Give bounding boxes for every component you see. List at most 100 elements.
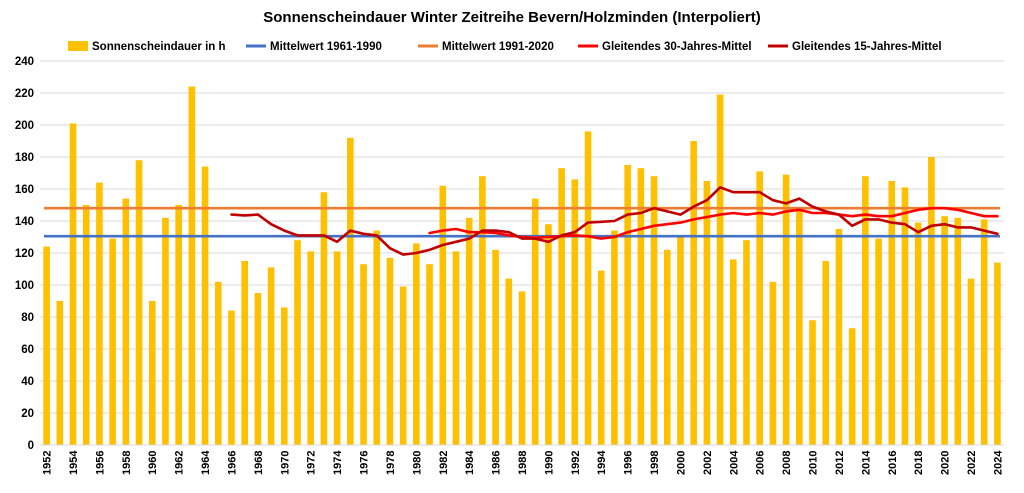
bar-1953 [56,301,64,445]
bar-1986 [492,249,499,445]
bar-2010 [809,320,816,445]
x-tick-label-2000: 2000 [675,451,687,475]
legend-swatch-bars [68,41,88,51]
y-tick-label-120: 120 [15,248,34,260]
bar-1983 [452,251,460,445]
x-tick-label-1998: 1998 [649,451,661,475]
bar-1989 [531,198,539,445]
bar-1959 [135,160,143,445]
x-tick-label-1954: 1954 [68,450,80,475]
y-tick-label-140: 140 [15,216,34,228]
bar-1955 [82,205,90,445]
bar-1962 [175,205,182,445]
x-tick-label-1966: 1966 [226,451,238,475]
x-tick-label-2018: 2018 [913,451,925,475]
bar-1980 [413,243,420,445]
bar-1960 [148,301,156,445]
bar-2016 [888,181,896,445]
bar-1952 [43,246,50,445]
legend-label-3: Mittelwert 1991-2020 [442,41,554,53]
bar-1976 [360,264,367,445]
bar-1991 [558,168,565,445]
legend-label-2: Mittelwert 1961-1990 [270,41,382,53]
bar-1985 [479,176,486,445]
axes: 0 20 40 60 80 100 120 140 160 180 200 220 240 1952 195… [15,56,1005,475]
x-tick-label-2014: 2014 [860,450,872,475]
x-tick-label-1968: 1968 [253,451,265,475]
x-tick-label-2022: 2022 [966,451,978,475]
bar-2003 [716,94,724,445]
bar-1969 [267,267,275,445]
bar-2018 [914,222,922,445]
bar-1992 [571,179,579,445]
y-tick-label-0: 0 [28,440,34,452]
x-tick-label-1958: 1958 [121,451,133,475]
bar-2023 [980,219,988,445]
bar-2022 [967,278,975,445]
bar-2012 [835,229,843,445]
y-tick-label-220: 220 [15,88,34,100]
bar-2005 [743,240,750,445]
chart-title: Sonnenscheindauer Winter Zeitreihe Bever… [263,9,760,26]
bar-1995 [611,230,618,445]
bar-1972 [307,251,315,445]
legend-label-4: Gleitendes 30-Jahres-Mittel [602,41,752,53]
x-tick-label-1982: 1982 [438,451,450,475]
y-tick-label-160: 160 [15,184,34,196]
x-tick-label-2010: 2010 [808,451,820,475]
x-tick-label-1970: 1970 [279,451,291,475]
bar-2006 [756,171,763,445]
x-tick-label-1974: 1974 [332,450,344,475]
x-tick-label-1962: 1962 [174,451,186,475]
bar-1984 [465,217,473,445]
x-tick-label-2006: 2006 [755,451,767,475]
bar-1988 [518,291,526,445]
bar-1961 [162,217,169,445]
moving-average-line-1 [428,206,999,240]
bar-1966 [228,310,235,445]
x-tick-label-2008: 2008 [781,451,793,475]
bar-1968 [254,293,262,445]
x-tick-label-1990: 1990 [543,451,555,475]
x-tick-label-1956: 1956 [94,451,106,475]
y-tick-label-80: 80 [21,312,34,324]
bar-2011 [822,261,830,445]
x-tick-label-1992: 1992 [570,451,582,475]
x-tick-label-2020: 2020 [940,451,952,475]
bar-1977 [373,230,381,445]
line-series [43,186,1001,256]
bar-1978 [386,257,394,445]
bar-2000 [677,237,684,445]
x-tick-label-1988: 1988 [517,451,529,475]
bar-1956 [96,182,103,445]
bar-1973 [320,192,328,445]
bar-2007 [769,281,777,445]
bar-1997 [637,168,645,445]
x-tick-label-1972: 1972 [306,451,318,475]
bar-1965 [214,281,222,445]
x-tick-label-2024: 2024 [992,450,1004,475]
bar-2017 [901,187,909,445]
x-tick-label-1976: 1976 [359,451,371,475]
bar-1975 [347,137,354,446]
y-tick-label-20: 20 [21,408,34,420]
x-tick-label-2002: 2002 [702,451,714,475]
bar-2015 [875,238,882,445]
x-tick-label-1952: 1952 [42,451,54,475]
x-tick-label-1984: 1984 [464,450,476,475]
bar-1974 [333,251,341,445]
bar-2021 [954,217,962,445]
bar-2020 [941,216,948,445]
bar-2001 [690,141,697,445]
legend-label-1: Sonnenscheindauer in h [92,41,226,53]
bar-2009 [796,208,803,445]
y-tick-label-40: 40 [21,376,34,388]
bar-1982 [439,185,447,446]
bar-1998 [650,176,658,445]
y-tick-label-240: 240 [15,56,34,68]
bar-1957 [109,238,116,445]
bar-2014 [862,176,869,445]
bar-2002 [703,181,711,445]
bar-1987 [505,278,513,445]
